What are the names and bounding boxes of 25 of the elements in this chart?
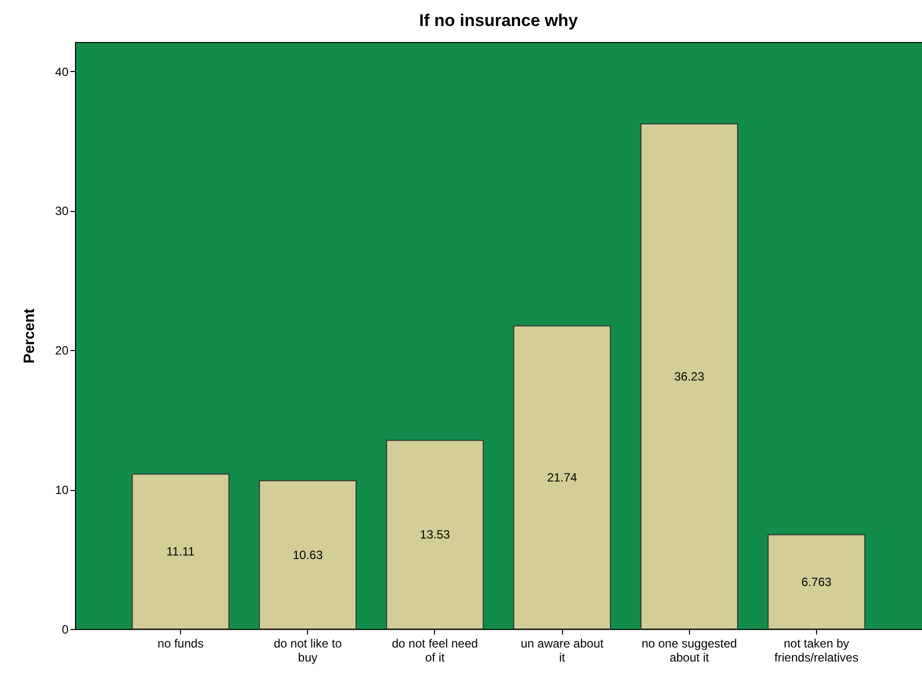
y-tick-label: 30 xyxy=(55,204,69,218)
bar xyxy=(768,534,866,630)
data-label: 36.23 xyxy=(674,369,705,384)
bar xyxy=(640,123,738,630)
data-label: 6.763 xyxy=(801,574,832,589)
data-label: 11.11 xyxy=(166,544,196,559)
y-tick-label: 0 xyxy=(62,622,69,636)
data-label: 21.74 xyxy=(547,470,578,484)
x-tick-label: not taken by friends/relatives xyxy=(774,636,858,664)
data-label: 10.63 xyxy=(292,548,324,562)
y-tick-label: 40 xyxy=(55,64,69,79)
bar xyxy=(386,440,484,630)
x-tick-label: un aware about it xyxy=(520,636,604,664)
y-axis-title: Percent xyxy=(21,308,38,364)
x-tick-label: do not feel need of it xyxy=(392,636,478,664)
y-tick-label: 10 xyxy=(55,483,69,498)
y-tick-label: 20 xyxy=(55,344,69,358)
bar xyxy=(513,325,611,630)
bar xyxy=(132,474,230,630)
data-label: 13.53 xyxy=(420,528,450,542)
chart-title: If no insurance why xyxy=(419,11,578,30)
bar xyxy=(258,480,357,630)
x-tick-label: do not like to buy xyxy=(274,636,342,664)
x-tick-label: no funds xyxy=(158,636,204,650)
x-tick-label: no one suggested about it xyxy=(642,636,737,664)
